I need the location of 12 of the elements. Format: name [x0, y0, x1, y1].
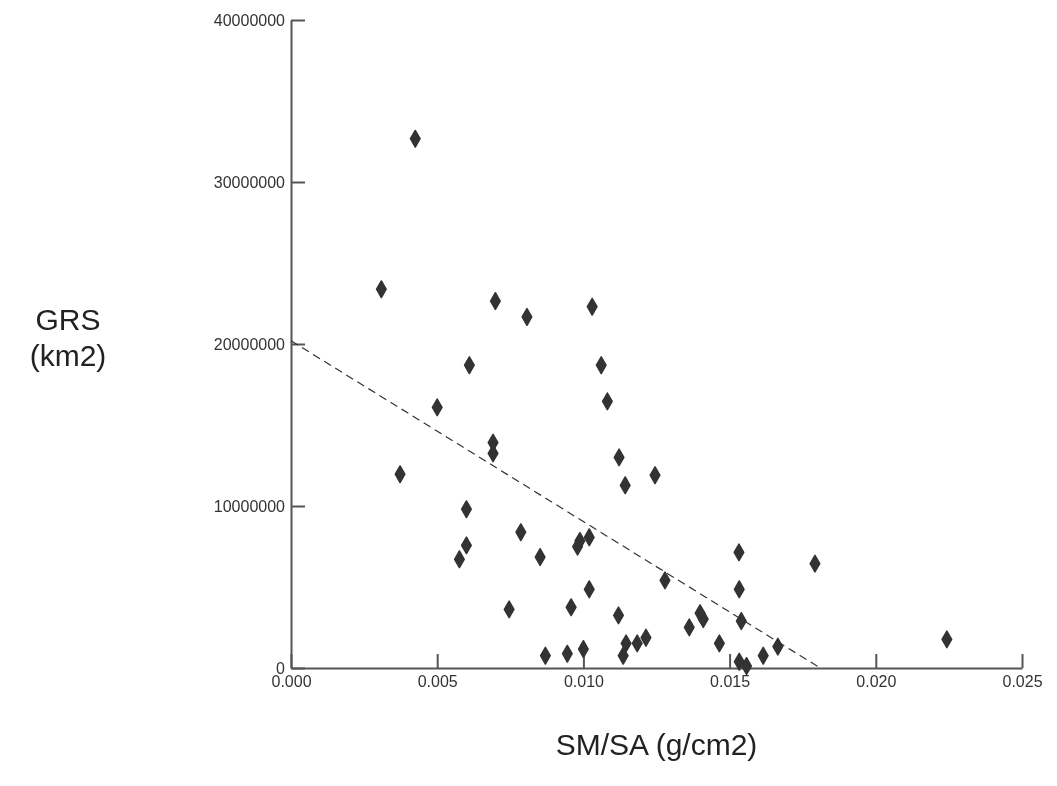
- x-axis-title: SM/SA (g/cm2): [555, 728, 758, 761]
- x-tick-label: 0.010: [563, 673, 605, 691]
- y-tick-label: 10000000: [213, 497, 286, 515]
- x-tick-label: 0.025: [1002, 673, 1043, 691]
- x-tick-label: 0.005: [417, 673, 458, 691]
- x-tick-label: 0.015: [710, 673, 751, 691]
- x-tick-label: 0.000: [271, 673, 312, 691]
- y-tick-label: 30000000: [213, 173, 286, 191]
- y-axis-title: GRS (km2): [29, 303, 107, 372]
- y-tick-label: 40000000: [213, 11, 286, 29]
- y-tick-label: 20000000: [213, 335, 286, 353]
- x-tick-label: 0.020: [856, 673, 897, 691]
